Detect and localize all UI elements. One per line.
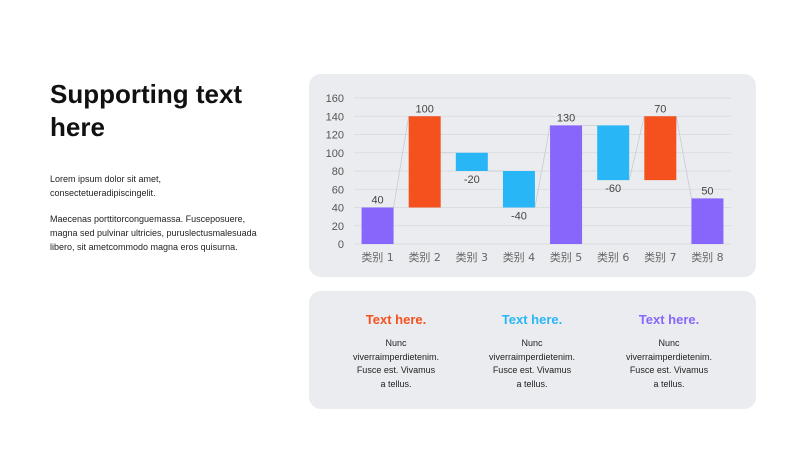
- x-tick-label: 类别 3: [456, 250, 489, 264]
- data-label: 70: [654, 103, 666, 115]
- column-2-title: Text here.: [501, 312, 563, 327]
- x-tick-label: 类别 2: [408, 250, 441, 264]
- bar-6: [597, 125, 630, 181]
- bar-3: [455, 152, 488, 171]
- data-label: 100: [416, 103, 434, 115]
- y-tick-label: 40: [332, 203, 344, 215]
- connector-line: [534, 125, 551, 208]
- text-column-3: Text here. Nunc viverraimperdietenim. Fu…: [609, 311, 729, 391]
- bar-8: [691, 198, 724, 244]
- column-1-title: Text here.: [365, 312, 427, 327]
- x-tick-label: 类别 7: [644, 250, 677, 264]
- text-card: Text here. Nunc viverraimperdietenim. Fu…: [309, 291, 756, 409]
- x-tick-label: 类别 1: [361, 250, 394, 264]
- data-label: 50: [701, 185, 713, 197]
- y-tick-label: 0: [338, 239, 344, 251]
- x-tick-label: 类别 5: [550, 250, 583, 264]
- data-label: 40: [371, 195, 383, 207]
- column-3-body: Nunc viverraimperdietenim. Fusce est. Vi…: [625, 338, 713, 389]
- connector-line: [675, 116, 692, 199]
- column-2-body: Nunc viverraimperdietenim. Fusce est. Vi…: [488, 338, 576, 389]
- y-tick-label: 20: [332, 221, 344, 233]
- y-tick-label: 120: [326, 130, 344, 142]
- x-tick-label: 类别 8: [691, 250, 724, 264]
- y-tick-label: 60: [332, 184, 344, 196]
- description-paragraph: Maecenas porttitorconguemassa. Fusceposu…: [50, 214, 257, 252]
- waterfall-chart: 0 20 40 60 80 100 120 140 160 40 类别 1 100 类别 2 -20 类别 …: [326, 93, 731, 264]
- y-tick-label: 80: [332, 166, 344, 178]
- x-tick-label: 类别 4: [503, 250, 536, 264]
- connector-line: [393, 116, 410, 208]
- y-tick-label: 140: [326, 111, 344, 123]
- y-tick-label: 160: [326, 93, 344, 105]
- connector-line: [628, 116, 645, 181]
- column-3-title: Text here.: [638, 312, 700, 327]
- bar-7: [644, 116, 677, 181]
- data-label: 130: [557, 112, 575, 124]
- bar-1: [361, 207, 394, 244]
- data-label: -60: [605, 183, 621, 195]
- bar-5: [550, 125, 583, 244]
- y-tick-label: 100: [326, 148, 344, 160]
- x-tick-label: 类别 6: [597, 250, 630, 264]
- bar-4: [502, 171, 535, 208]
- text-column-1: Text here. Nunc viverraimperdietenim. Fu…: [336, 311, 456, 391]
- column-1-body: Nunc viverraimperdietenim. Fusce est. Vi…: [352, 338, 440, 389]
- data-label: -20: [464, 174, 480, 186]
- text-column-2: Text here. Nunc viverraimperdietenim. Fu…: [472, 311, 592, 391]
- intro-paragraph: Lorem ipsum dolor sit amet, consectetuer…: [50, 174, 162, 198]
- chart-card: 0 20 40 60 80 100 120 140 160 40 类别 1 100 类别 2 -20 类别 …: [309, 74, 756, 277]
- data-label: -40: [511, 211, 527, 223]
- page-title: Supporting text here: [50, 79, 243, 142]
- bar-2: [408, 116, 441, 208]
